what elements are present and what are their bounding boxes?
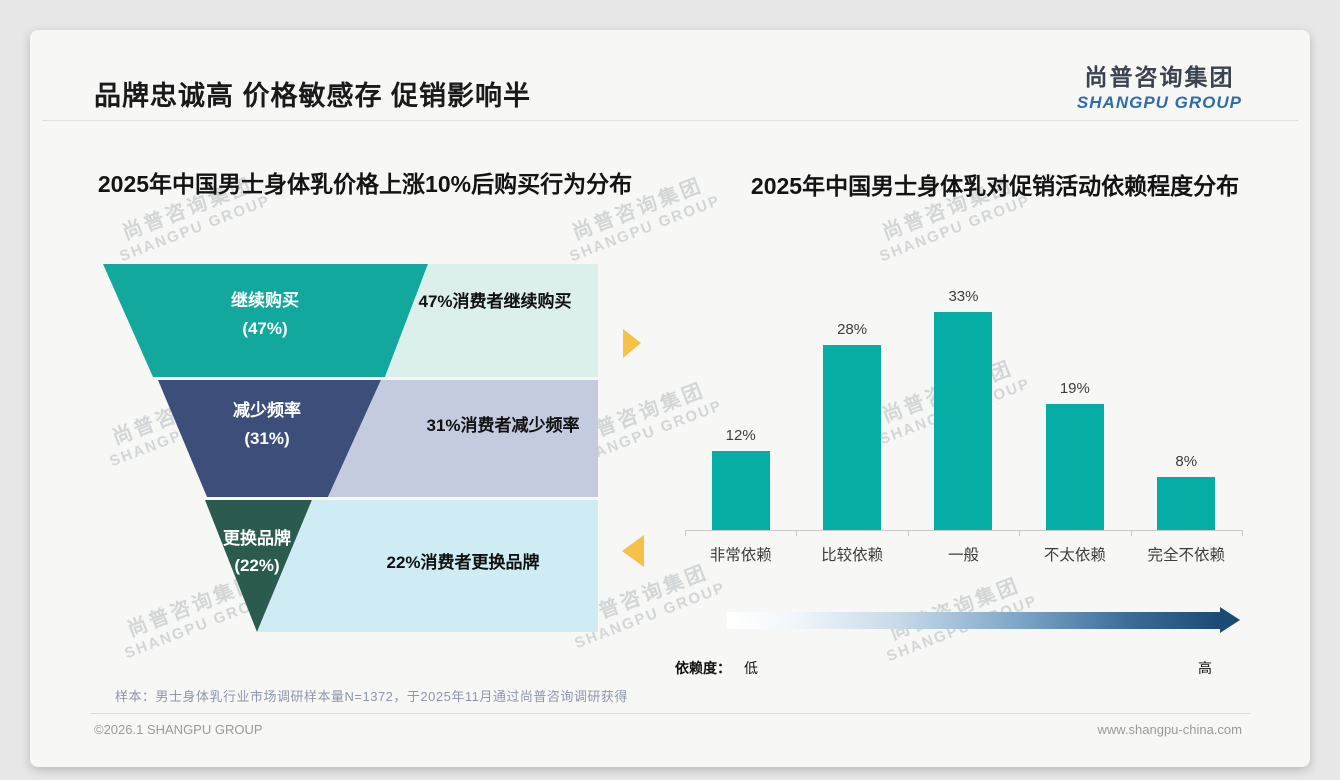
bar	[823, 345, 882, 530]
watermark-english: SHANGPU GROUP	[877, 191, 1034, 266]
bar	[711, 451, 770, 530]
bar-value-label: 12%	[725, 427, 756, 444]
watermark-chinese: 尚普咨询集团	[886, 574, 1024, 645]
funnel-chart-title: 2025年中国男士身体乳价格上涨10%后购买行为分布	[97, 171, 633, 197]
left-arrow-icon	[622, 535, 644, 567]
dependency-gradient-bar	[727, 612, 1220, 629]
logo-english-name: SHANGPU GROUP	[1076, 93, 1242, 112]
dependency-arrowhead-icon	[1220, 607, 1240, 633]
funnel-segment-2-pct: (31%)	[244, 429, 289, 448]
watermark-english: SHANGPU GROUP	[567, 191, 724, 266]
bar	[934, 312, 993, 530]
funnel-annotation-3: 22%消费者更换品牌	[386, 552, 539, 572]
right-arrow-icon	[623, 329, 641, 358]
x-axis-tick	[685, 530, 686, 536]
funnel-segment-2-label: 减少频率	[233, 400, 301, 420]
logo-chinese-name: 尚普咨询集团	[1084, 64, 1235, 90]
x-axis	[685, 530, 1243, 536]
bar-column: 8%	[1131, 453, 1242, 530]
dependency-low-label: 低	[744, 660, 758, 676]
dependency-high-label: 高	[1198, 660, 1212, 676]
x-axis-tick	[796, 530, 798, 536]
x-axis-tick	[1242, 530, 1243, 536]
bar-value-label: 33%	[948, 288, 979, 305]
header-divider	[42, 120, 1298, 121]
bar-plot-area: 12% 28% 33% 19% 8%	[685, 280, 1242, 530]
bar-column: 28%	[796, 321, 907, 530]
bar	[1045, 404, 1104, 530]
funnel-panel-3	[257, 500, 598, 632]
funnel-segment-3-pct: (22%)	[234, 556, 279, 575]
watermark-english: SHANGPU GROUP	[117, 191, 274, 266]
funnel-segment-3	[205, 500, 312, 632]
bar-chart: 12% 28% 33% 19% 8% 非常依赖 比较依赖 一般 不太依赖 完全不依赖	[685, 280, 1243, 565]
x-axis-category-label: 完全不依赖	[1147, 547, 1226, 564]
x-axis-category-label: 一般	[947, 547, 979, 564]
bar-column: 19%	[1019, 380, 1130, 530]
funnel-panel-2	[328, 380, 598, 497]
dependency-axis-label: 依赖度：	[675, 660, 731, 676]
x-axis-labels: 非常依赖 比较依赖 一般 不太依赖 完全不依赖	[685, 543, 1242, 565]
x-axis-tick	[1130, 530, 1132, 536]
bar-value-label: 8%	[1175, 453, 1198, 470]
x-axis-tick	[1019, 530, 1021, 536]
copyright-text: ©2026.1 SHANGPU GROUP	[94, 722, 263, 737]
bar-column: 33%	[908, 288, 1019, 530]
company-logo: 尚普咨询集团 SHANGPU GROUP	[1077, 58, 1242, 113]
funnel-segment-2	[158, 380, 381, 497]
bar	[1157, 477, 1216, 530]
sample-note: 样本：男士身体乳行业市场调研样本量N=1372，于2025年11月通过尚普咨询调…	[115, 689, 628, 704]
x-axis-category-label: 比较依赖	[821, 547, 884, 564]
funnel-segment-3-label: 更换品牌	[223, 528, 291, 548]
bar-column: 12%	[685, 427, 796, 530]
page-title: 品牌忠诚高 价格敏感存 促销影响半	[94, 81, 532, 111]
x-axis-tick	[907, 530, 909, 536]
bar-value-label: 28%	[837, 321, 868, 338]
funnel-segment-1	[103, 264, 428, 377]
slide-card: 尚普咨询集团 SHANGPU GROUP 尚普咨询集团 SHANGPU GROUP 尚普…	[30, 30, 1310, 767]
funnel-panel-1	[385, 264, 598, 377]
funnel-annotation-2: 31%消费者减少频率	[426, 415, 579, 435]
bar-value-label: 19%	[1059, 380, 1090, 397]
footer-divider	[90, 713, 1250, 714]
bar-chart-title: 2025年中国男士身体乳对促销活动依赖程度分布	[750, 173, 1240, 199]
funnel-chart: 继续购买 (47%) 47%消费者继续购买 减少频率 (31%) 31%消费者减…	[103, 264, 644, 632]
funnel-segment-1-pct: (47%)	[242, 319, 287, 338]
funnel-annotation-1: 47%消费者继续购买	[418, 291, 571, 311]
x-axis-category-label: 不太依赖	[1043, 547, 1106, 564]
funnel-segment-1-label: 继续购买	[231, 290, 299, 310]
x-axis-category-label: 非常依赖	[709, 547, 772, 564]
website-url: www.shangpu-china.com	[1097, 722, 1242, 737]
